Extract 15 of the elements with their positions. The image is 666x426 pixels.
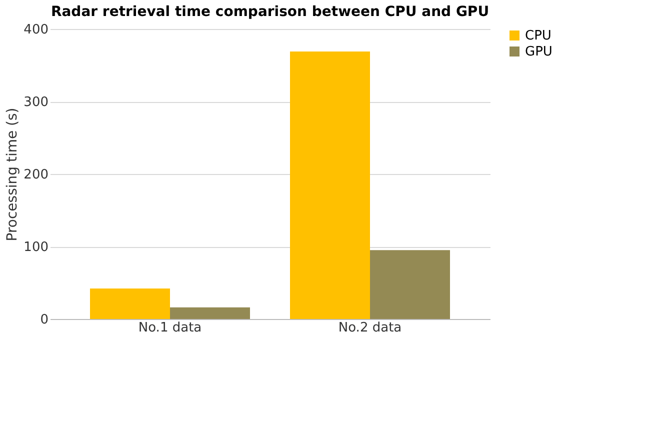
x-tick-label: No.2 data (338, 320, 402, 336)
y-axis-title: Processing time (s) (4, 108, 21, 242)
bar (290, 51, 370, 319)
legend-label: GPU (525, 44, 552, 60)
bar (90, 288, 170, 319)
chart-title: Radar retrieval time comparison between CPU and GPU (50, 4, 490, 20)
bar (170, 307, 250, 319)
y-tick-label: 300 (24, 95, 48, 110)
legend-label: CPU (525, 28, 552, 44)
x-tick-label: No.1 data (138, 320, 202, 336)
y-tick-label: 400 (24, 22, 48, 38)
bar (370, 250, 450, 319)
y-tick-label: 0 (40, 312, 48, 328)
y-tick-label: 200 (24, 168, 48, 182)
y-tick-label: 100 (24, 240, 48, 255)
